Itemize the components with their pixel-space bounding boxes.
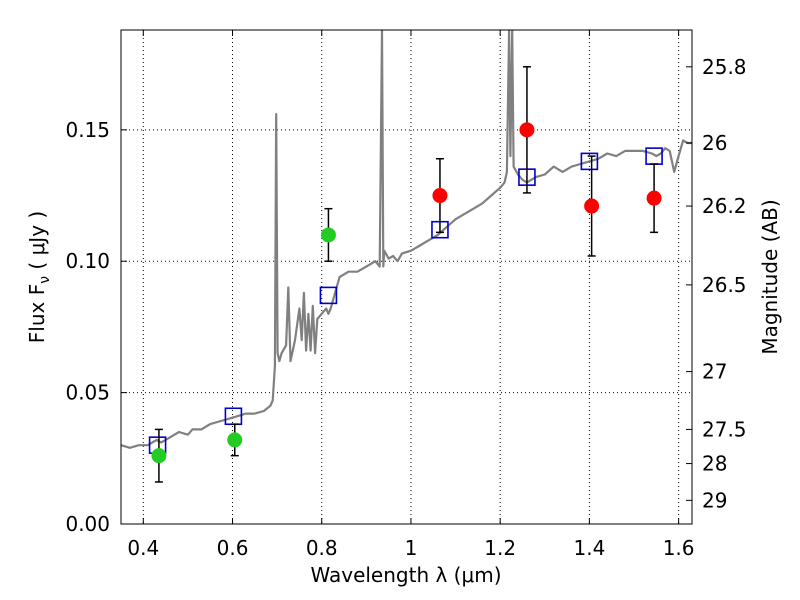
right-tick-label-7: 29 (702, 488, 727, 512)
y-axis-label-unit: ( μJy ) (25, 211, 49, 276)
right-tick-label-4: 27 (702, 360, 727, 384)
x-tick-label-2: 0.8 (306, 536, 338, 560)
right-tick-label-2: 26.2 (702, 194, 747, 218)
x-tick-label-1: 0.6 (217, 536, 249, 560)
x-tick-label-3: 1 (405, 536, 418, 560)
x-tick-label-6: 1.6 (663, 536, 695, 560)
plot-frame (120, 29, 693, 525)
observed-point-nir-1 (519, 122, 535, 138)
right-tick-label-1: 26 (702, 131, 727, 155)
observed-points-layer (151, 122, 662, 464)
x-tick-label-0: 0.4 (127, 536, 159, 560)
y-axis-label-main: Flux F (25, 284, 49, 343)
x-tick-label-4: 1.2 (484, 536, 516, 560)
x-tick-label-5: 1.4 (573, 536, 605, 560)
right-tick-label-0: 25.8 (702, 55, 747, 79)
right-tick-labels: 25.8 26 26.2 26.5 27 27.5 28 29 (702, 55, 747, 513)
model-spectrum-layer (121, 30, 692, 449)
y-tick-label-3: 0.15 (65, 118, 110, 142)
x-tick-labels: 0.4 0.6 0.8 1 1.2 1.4 1.6 (127, 536, 694, 560)
observed-point-optical-0 (151, 448, 167, 464)
right-tick-label-6: 28 (702, 452, 727, 476)
y-tick-label-2: 0.10 (65, 249, 110, 273)
ticks-layer (121, 30, 692, 525)
model-spectrum-line (121, 30, 692, 449)
right-axis-label: Magnitude (AB) (758, 199, 782, 354)
y-tick-labels: 0.00 0.05 0.10 0.15 (65, 118, 110, 536)
observed-point-nir-0 (432, 188, 448, 204)
observed-point-nir-3 (646, 190, 662, 206)
right-tick-label-5: 27.5 (702, 417, 747, 441)
observed-point-optical-2 (320, 227, 336, 243)
y-axis-label: Flux Fν ( μJy ) (25, 211, 53, 343)
observed-point-nir-2 (584, 198, 600, 214)
model-photometry-point-2 (319, 286, 338, 305)
y-tick-label-0: 0.00 (65, 512, 110, 536)
y-axis-label-sub: ν (37, 276, 53, 284)
x-axis-label: Wavelength λ (μm) (310, 563, 501, 587)
model-photometry-point-5 (580, 152, 599, 171)
y-tick-label-1: 0.05 (65, 381, 110, 405)
observed-point-optical-1 (227, 432, 243, 448)
right-tick-label-3: 26.5 (702, 273, 747, 297)
